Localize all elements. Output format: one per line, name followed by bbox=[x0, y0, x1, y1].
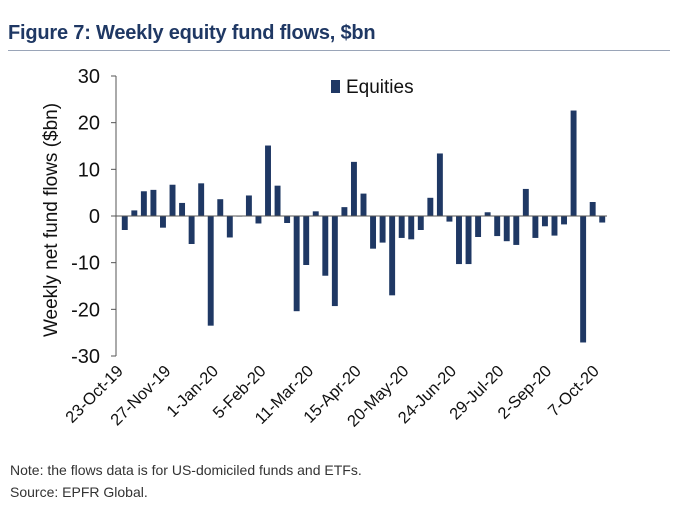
bar bbox=[303, 216, 310, 265]
bar bbox=[503, 216, 510, 242]
bar bbox=[121, 216, 128, 230]
y-tick-label: 20 bbox=[78, 113, 100, 135]
bar bbox=[188, 216, 195, 244]
bar bbox=[398, 216, 405, 238]
bar bbox=[532, 216, 539, 238]
y-tick-label: -10 bbox=[71, 253, 100, 275]
bar bbox=[131, 210, 138, 216]
bar bbox=[389, 216, 396, 296]
bar bbox=[322, 216, 329, 276]
bar bbox=[379, 216, 386, 243]
bar bbox=[169, 184, 176, 216]
bar bbox=[551, 216, 558, 236]
bar bbox=[599, 216, 606, 223]
bar bbox=[312, 211, 319, 216]
bar bbox=[484, 212, 491, 216]
legend-swatch bbox=[331, 80, 340, 93]
bar bbox=[436, 153, 443, 216]
y-tick-label: 0 bbox=[89, 206, 100, 228]
bar bbox=[589, 202, 596, 216]
equity-flows-bar-chart: 30 20 10 0 -10 -20 -30 Weekly net fund flows ($… bbox=[41, 66, 607, 431]
bar bbox=[465, 216, 472, 265]
bar bbox=[265, 145, 271, 216]
y-tick-label: 10 bbox=[78, 159, 100, 181]
x-tick-label: 7-Oct-20 bbox=[545, 362, 603, 420]
bar bbox=[226, 216, 233, 238]
y-tick-label: 30 bbox=[78, 66, 100, 88]
y-tick-label: -20 bbox=[71, 299, 100, 321]
bar bbox=[561, 216, 567, 225]
bar bbox=[350, 161, 357, 216]
bar bbox=[446, 216, 453, 222]
bar bbox=[217, 199, 224, 216]
legend-label: Equities bbox=[346, 77, 414, 98]
bar bbox=[341, 207, 348, 216]
bar bbox=[417, 216, 424, 230]
bar bbox=[160, 216, 166, 228]
bar bbox=[494, 216, 501, 237]
bar bbox=[207, 216, 214, 326]
bar bbox=[580, 216, 587, 343]
bar bbox=[198, 183, 205, 216]
bar bbox=[370, 216, 377, 249]
bar bbox=[513, 216, 520, 245]
bar bbox=[331, 216, 338, 307]
bar bbox=[284, 216, 291, 223]
title-divider bbox=[8, 50, 670, 51]
bar bbox=[570, 110, 577, 216]
bar bbox=[179, 202, 186, 216]
bar bbox=[541, 216, 548, 227]
bar bbox=[255, 216, 262, 224]
bar bbox=[274, 185, 281, 216]
bar bbox=[293, 216, 300, 312]
bar bbox=[427, 197, 434, 216]
bar bbox=[522, 188, 529, 216]
bar bbox=[140, 191, 147, 216]
y-axis-title: Weekly net fund flows ($bn) bbox=[41, 103, 62, 337]
bar bbox=[360, 193, 367, 216]
bar bbox=[150, 189, 157, 216]
figure-note: Note: the flows data is for US-domiciled… bbox=[10, 462, 362, 478]
bar bbox=[475, 216, 482, 237]
figure-title: Figure 7: Weekly equity fund flows, $bn bbox=[8, 22, 376, 44]
bar bbox=[245, 195, 252, 216]
y-tick-label: -30 bbox=[71, 346, 100, 368]
bar bbox=[408, 216, 415, 240]
figure-source: Source: EPFR Global. bbox=[10, 484, 148, 500]
bar bbox=[456, 216, 462, 265]
